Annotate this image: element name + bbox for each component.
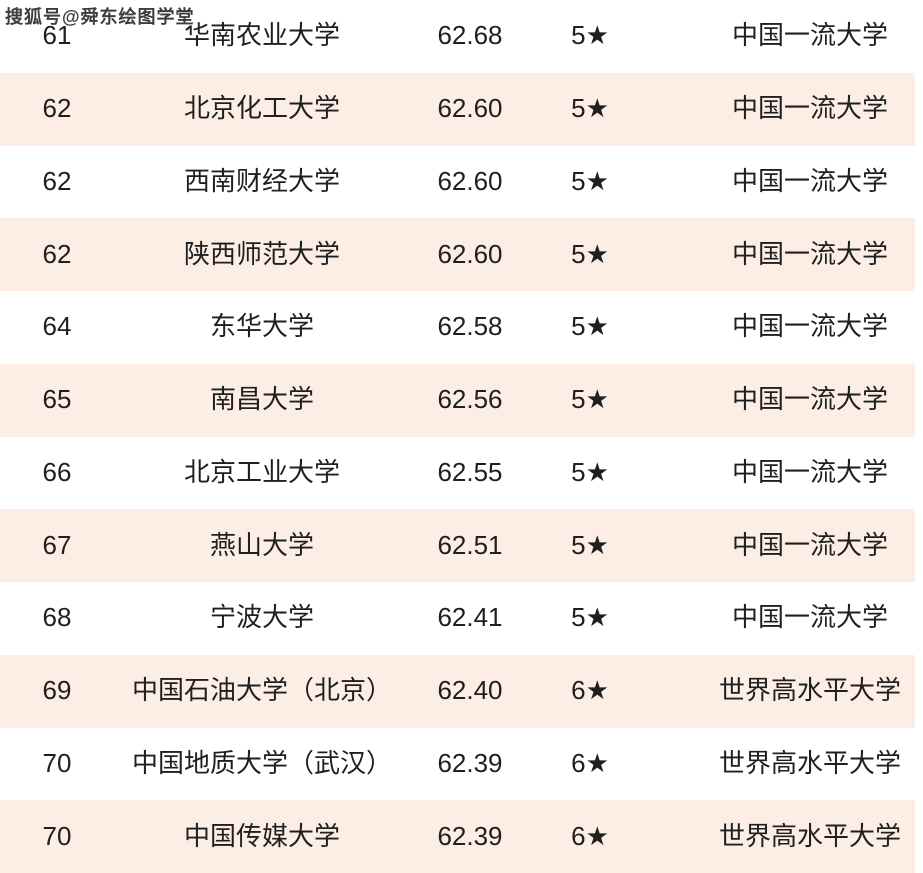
university-name-cell: 燕山大学	[209, 529, 314, 560]
table-row: 64 东华大学 62.58 5★ 中国一流大学	[0, 291, 915, 364]
score-cell: 62.60	[437, 238, 503, 269]
table-row: 70 中国传媒大学 62.39 6★ 世界高水平大学	[0, 800, 915, 873]
star-rating-cell: 5★	[571, 311, 609, 342]
score-cell: 62.55	[437, 456, 503, 487]
tier-cell: 世界高水平大学	[718, 747, 901, 778]
table-row: 66 北京工业大学 62.55 5★ 中国一流大学	[0, 437, 915, 510]
score-cell: 62.58	[437, 311, 503, 342]
university-name-cell: 北京工业大学	[183, 456, 340, 487]
tier-cell: 中国一流大学	[731, 93, 888, 124]
university-name-cell: 东华大学	[209, 311, 314, 342]
star-rating-cell: 5★	[571, 165, 609, 196]
tier-cell: 中国一流大学	[731, 384, 888, 415]
score-cell: 62.56	[437, 384, 503, 415]
tier-cell: 世界高水平大学	[718, 675, 901, 706]
star-rating-cell: 5★	[571, 384, 609, 415]
score-cell: 62.39	[437, 747, 503, 778]
university-name-cell: 南昌大学	[209, 384, 314, 415]
university-name-cell: 中国石油大学（北京）	[131, 675, 392, 706]
star-rating-cell: 6★	[571, 747, 609, 778]
rank-cell: 66	[42, 456, 72, 487]
rank-cell: 70	[42, 747, 72, 778]
university-name-cell: 北京化工大学	[183, 93, 340, 124]
table-row: 67 燕山大学 62.51 5★ 中国一流大学	[0, 509, 915, 582]
tier-cell: 中国一流大学	[731, 311, 888, 342]
score-cell: 62.39	[437, 820, 503, 851]
table-row: 68 宁波大学 62.41 5★ 中国一流大学	[0, 582, 915, 655]
university-name-cell: 中国传媒大学	[183, 820, 340, 851]
tier-cell: 中国一流大学	[731, 238, 888, 269]
table-row: 62 西南财经大学 62.60 5★ 中国一流大学	[0, 146, 915, 219]
tier-cell: 中国一流大学	[731, 602, 888, 633]
star-rating-cell: 5★	[571, 602, 609, 633]
university-name-cell: 中国地质大学（武汉）	[131, 747, 392, 778]
score-cell: 62.68	[437, 20, 503, 51]
university-name-cell: 陕西师范大学	[183, 238, 340, 269]
table-row: 61 华南农业大学 62.68 5★ 中国一流大学	[0, 0, 915, 73]
rank-cell: 64	[42, 311, 72, 342]
rank-cell: 70	[42, 820, 72, 851]
university-name-cell: 华南农业大学	[183, 20, 340, 51]
tier-cell: 中国一流大学	[731, 165, 888, 196]
star-rating-cell: 5★	[571, 529, 609, 560]
star-rating-cell: 5★	[571, 456, 609, 487]
score-cell: 62.51	[437, 529, 503, 560]
rank-cell: 68	[42, 602, 72, 633]
tier-cell: 中国一流大学	[731, 456, 888, 487]
tier-cell: 世界高水平大学	[718, 820, 901, 851]
star-rating-cell: 5★	[571, 238, 609, 269]
score-cell: 62.41	[437, 602, 503, 633]
score-cell: 62.60	[437, 93, 503, 124]
star-rating-cell: 6★	[571, 675, 609, 706]
university-name-cell: 宁波大学	[209, 602, 314, 633]
watermark: 搜狐号@舜东绘图学堂	[5, 7, 195, 27]
table-row: 62 北京化工大学 62.60 5★ 中国一流大学	[0, 72, 915, 146]
rank-cell: 65	[42, 384, 72, 415]
score-cell: 62.40	[437, 675, 503, 706]
score-cell: 62.60	[437, 165, 503, 196]
tier-cell: 中国一流大学	[731, 529, 888, 560]
rank-cell: 62	[42, 238, 72, 269]
table-row: 69 中国石油大学（北京） 62.40 6★ 世界高水平大学	[0, 654, 915, 728]
rank-cell: 62	[42, 165, 72, 196]
star-rating-cell: 6★	[571, 820, 609, 851]
rank-cell: 61	[42, 20, 72, 51]
table-row: 62 陕西师范大学 62.60 5★ 中国一流大学	[0, 218, 915, 291]
table-row: 65 南昌大学 62.56 5★ 中国一流大学	[0, 363, 915, 437]
university-name-cell: 西南财经大学	[183, 165, 340, 196]
rank-cell: 67	[42, 529, 72, 560]
tier-cell: 中国一流大学	[731, 20, 888, 51]
table-row: 70 中国地质大学（武汉） 62.39 6★ 世界高水平大学	[0, 728, 915, 801]
rank-cell: 69	[42, 675, 72, 706]
rank-cell: 62	[42, 93, 72, 124]
star-rating-cell: 5★	[571, 93, 609, 124]
star-rating-cell: 5★	[571, 20, 609, 51]
